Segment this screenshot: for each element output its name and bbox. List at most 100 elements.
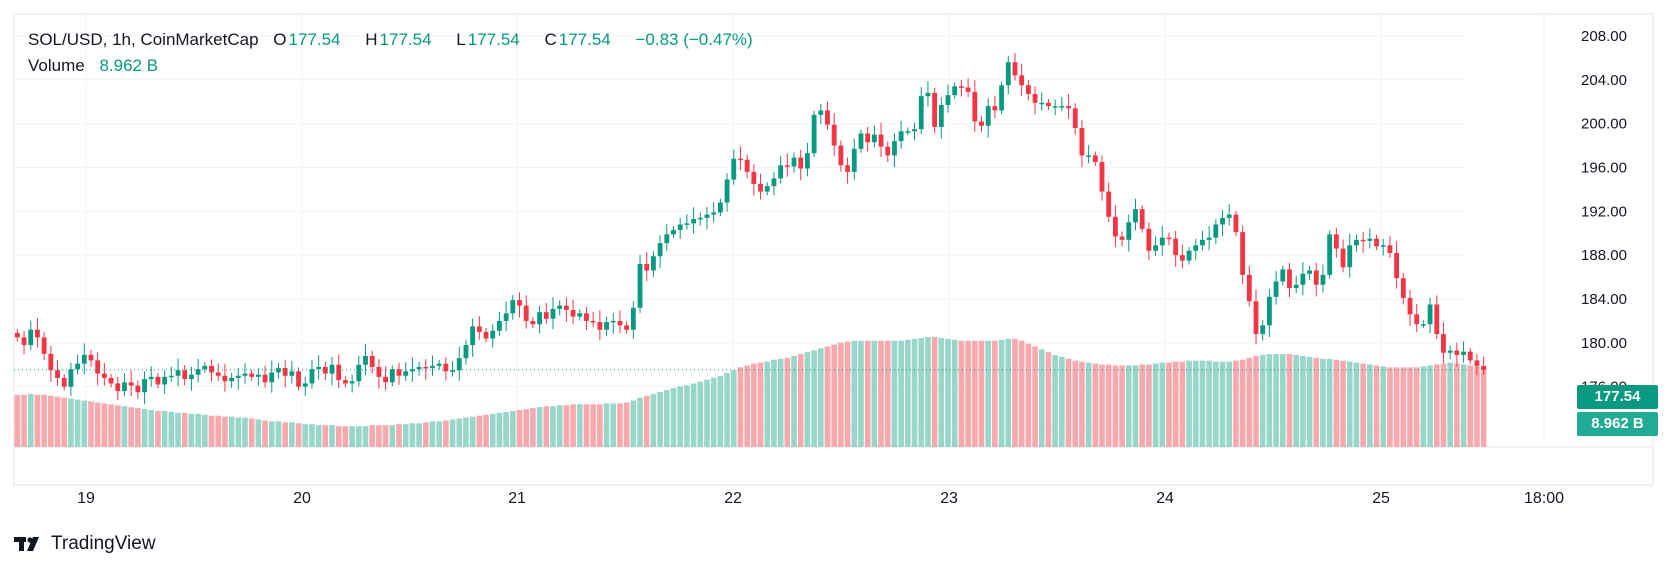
volume-bar [610,403,617,447]
candle-body [1474,360,1480,366]
volume-bar [1293,355,1299,447]
volume-bar [958,340,965,447]
volume-bar [710,377,717,447]
volume-bar [637,397,643,447]
candle-body [1106,191,1112,217]
candle-body [403,371,409,376]
volume-bar [503,411,509,447]
volume-bar [309,424,315,447]
volume-bar [583,404,590,447]
tradingview-logo[interactable]: TradingView [14,533,156,555]
volume-bar [1045,352,1052,447]
candle-body [851,148,857,172]
candle-body [1313,270,1319,285]
time-tick-label: 22 [724,490,742,507]
candle-body [55,370,60,378]
volume-bar [597,404,603,447]
volume-bar [1367,364,1373,447]
volume-bar [971,340,978,447]
price-axis[interactable]: 172.00176.00180.00184.00188.00192.00196.… [1581,28,1627,440]
volume-bar [1125,365,1132,447]
candle-body [758,183,763,192]
volume-bar [34,394,41,447]
price-tick-label: 184.00 [1581,291,1627,308]
volume-bar [1246,357,1253,447]
volume-bar [21,394,27,447]
volume-bar [389,425,396,447]
volume-bar [858,340,864,447]
candle-body [369,356,375,367]
volume-bar [1179,361,1186,447]
volume-bar [757,362,764,447]
candle-body [155,376,161,385]
candle-body [476,326,482,332]
candle-body [604,322,609,330]
close-label: C [544,30,557,49]
volume-bar [704,379,710,447]
candle-body [1059,106,1065,108]
volume-bar [262,420,268,447]
volume-bar [41,394,47,447]
volume-bar [1226,361,1233,447]
candle-body [985,106,991,126]
candle-body [289,371,295,376]
candle-body [898,131,904,142]
candle-body [242,373,248,376]
candle-body [195,369,201,375]
candle-body [1206,237,1212,240]
candle-body [1360,239,1366,242]
candle-body [81,354,87,364]
candle-body [958,86,964,88]
volume-bar [878,340,884,447]
candle-body [677,224,683,230]
volume-bar [135,408,141,447]
candle-body [845,165,850,172]
chart-legend: SOL/USD, 1h, CoinMarketCap O 177.54 H 177.… [28,27,763,79]
candle-body [1266,296,1272,326]
candle-body [704,214,710,218]
candle-body [1005,62,1011,86]
volume-bar [1025,343,1032,447]
candle-body [175,370,181,376]
volume-bar [1340,360,1346,447]
candle-body [35,329,40,338]
candle-body [637,263,643,308]
volume-bar [409,423,416,447]
candle-body [108,377,114,384]
candle-body [329,364,335,374]
candle-body [1260,325,1266,335]
time-axis[interactable]: 19 20 21 22 23 24 25 18:00 [77,490,1564,507]
candle-body [1333,234,1339,249]
candle-body [436,363,442,366]
volume-bar [684,385,690,447]
candle-body [1173,238,1179,256]
volume-bar [891,340,898,447]
volume-bar [416,423,422,447]
candle-body [1092,155,1098,162]
candle-body [838,145,844,166]
volume-bar [1454,363,1460,447]
candle-body [162,376,168,385]
candle-body [1407,297,1413,315]
time-tick-label: 18:00 [1524,490,1564,507]
candle-body [932,92,938,127]
volume-bar [476,415,483,447]
volume-label[interactable]: Volume [28,56,85,75]
candle-body [543,312,549,319]
volume-bar [1038,349,1045,447]
candle-body [1025,85,1031,95]
volume-bar [1199,360,1206,447]
candle-body [1427,304,1433,325]
volume-bar [570,404,576,447]
volume-bar [771,359,777,447]
volume-bar [208,415,215,447]
volume-bar [1032,346,1038,447]
volume-bar [175,412,181,447]
symbol-label[interactable]: SOL/USD, 1h, CoinMarketCap [28,30,259,49]
volume-bar [603,403,610,447]
volume-bar [1005,338,1012,447]
candle-body [41,337,47,354]
candle-body [965,87,971,92]
volume-bar [356,426,362,447]
